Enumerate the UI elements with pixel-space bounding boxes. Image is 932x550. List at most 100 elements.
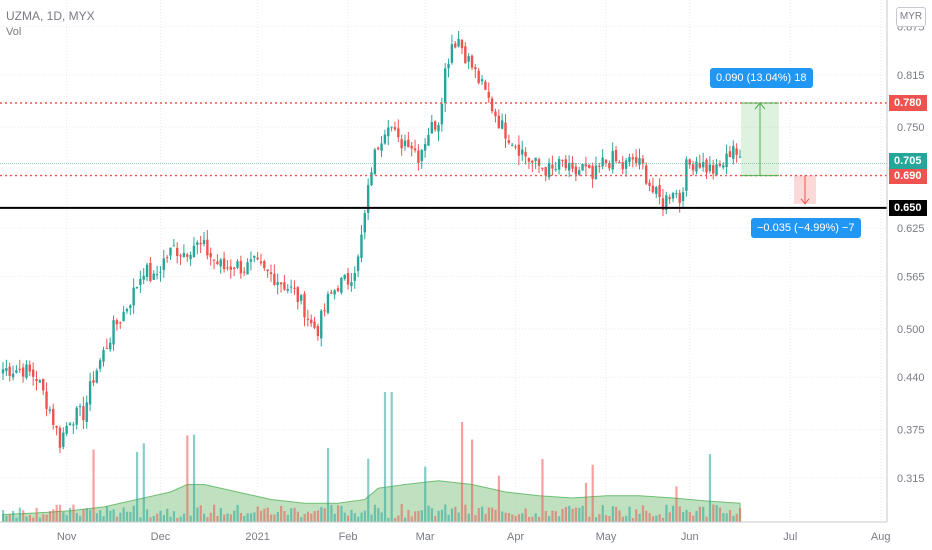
volume-bar [712,504,715,522]
candle-body [115,320,119,325]
candle-body [390,126,393,128]
candle-body [336,288,340,292]
candle-body [544,166,547,176]
volume-bar [52,509,55,522]
candle-body [306,318,310,320]
candle-body [132,287,135,306]
volume-bar [259,510,263,522]
y-tick-label: 0.625 [897,223,925,235]
candle-body [735,148,738,155]
volume-bar [705,516,708,522]
volume-bar [226,513,229,522]
candle-body [216,261,219,265]
volume-bar [621,516,624,522]
candle-body [236,261,239,268]
candle-body [671,192,675,199]
volume-bar [179,516,182,522]
candle-body [484,81,487,90]
candle-body [112,320,115,345]
volume-bar [464,504,467,522]
volume-bar [685,509,688,522]
volume-bar [293,507,296,522]
volume-bar [162,514,165,522]
y-tick-label: 0.315 [897,473,925,485]
candle-body [98,360,102,369]
currency-button[interactable]: MYR [896,7,926,27]
candle-body [360,234,363,258]
candle-body [155,274,159,276]
volume-bar [142,443,145,522]
candle-body [527,157,531,162]
volume-bar [728,510,732,522]
horizontal-levels [0,102,887,209]
y-tick-label: 0.375 [897,425,925,437]
candle-body [403,140,407,147]
measure-down-label: −0.035 (−4.99%) −7 [751,218,861,238]
volume-bar [45,514,48,522]
y-tick-label: 0.500 [897,324,925,336]
candle-body [11,373,15,378]
volume-bar [229,514,232,522]
candle-body [333,290,336,295]
volume-bar [65,515,68,522]
candle-body [145,264,149,278]
volume-bar [531,516,534,522]
volume-bar [75,513,78,522]
volume-bar [256,506,259,522]
candle-body [142,275,145,280]
candle-body [578,170,581,175]
candle-body [263,261,266,268]
volume-bar [471,439,474,522]
volume-bar [424,466,427,522]
candle-body [598,165,601,167]
volume-bar [635,509,638,522]
measure-tools [741,102,816,205]
volume-bar [159,510,162,522]
volume-bar [48,511,52,522]
volume-bar [564,506,567,522]
x-tick-label: 2021 [245,531,269,543]
candle-body [119,322,122,324]
volume-bar [594,517,598,522]
candle-body [517,144,521,156]
volume-bar [645,510,648,522]
volume-bar [263,508,266,522]
candle-body [547,163,551,178]
volume-bar [454,506,457,522]
volume-bar [625,515,628,522]
volume-bar [414,511,417,522]
candle-body [340,277,343,293]
candle-body [206,239,209,256]
candle-body [82,406,85,421]
candle-body [457,38,460,47]
volume-bar [283,511,286,522]
volume-bar [504,512,507,522]
volume-bar [306,511,310,522]
candle-body [437,125,440,132]
candle-body [591,165,594,179]
candle-body [648,182,651,186]
volume-bar [484,513,487,522]
volume-indicator-label: Vol [6,26,22,38]
candle-body [588,164,591,169]
volume-bar [608,516,611,522]
volume-bar [517,514,521,522]
volume-bar [574,507,578,522]
volume-bar [266,507,269,522]
volume-bar [615,506,618,522]
candle-body [467,56,470,62]
volume-bar [219,508,222,522]
volume-bar [363,510,366,522]
candle-body [651,185,655,193]
volume-bar [430,508,433,522]
candle-body [129,305,132,309]
candle-body [464,46,467,64]
candle-body [631,157,634,160]
volume-bar [290,508,293,522]
candle-body [48,409,52,411]
candlestick-series [1,30,742,454]
volume-bar [501,511,504,522]
candle-body [269,272,273,275]
volume-bar [400,504,403,522]
